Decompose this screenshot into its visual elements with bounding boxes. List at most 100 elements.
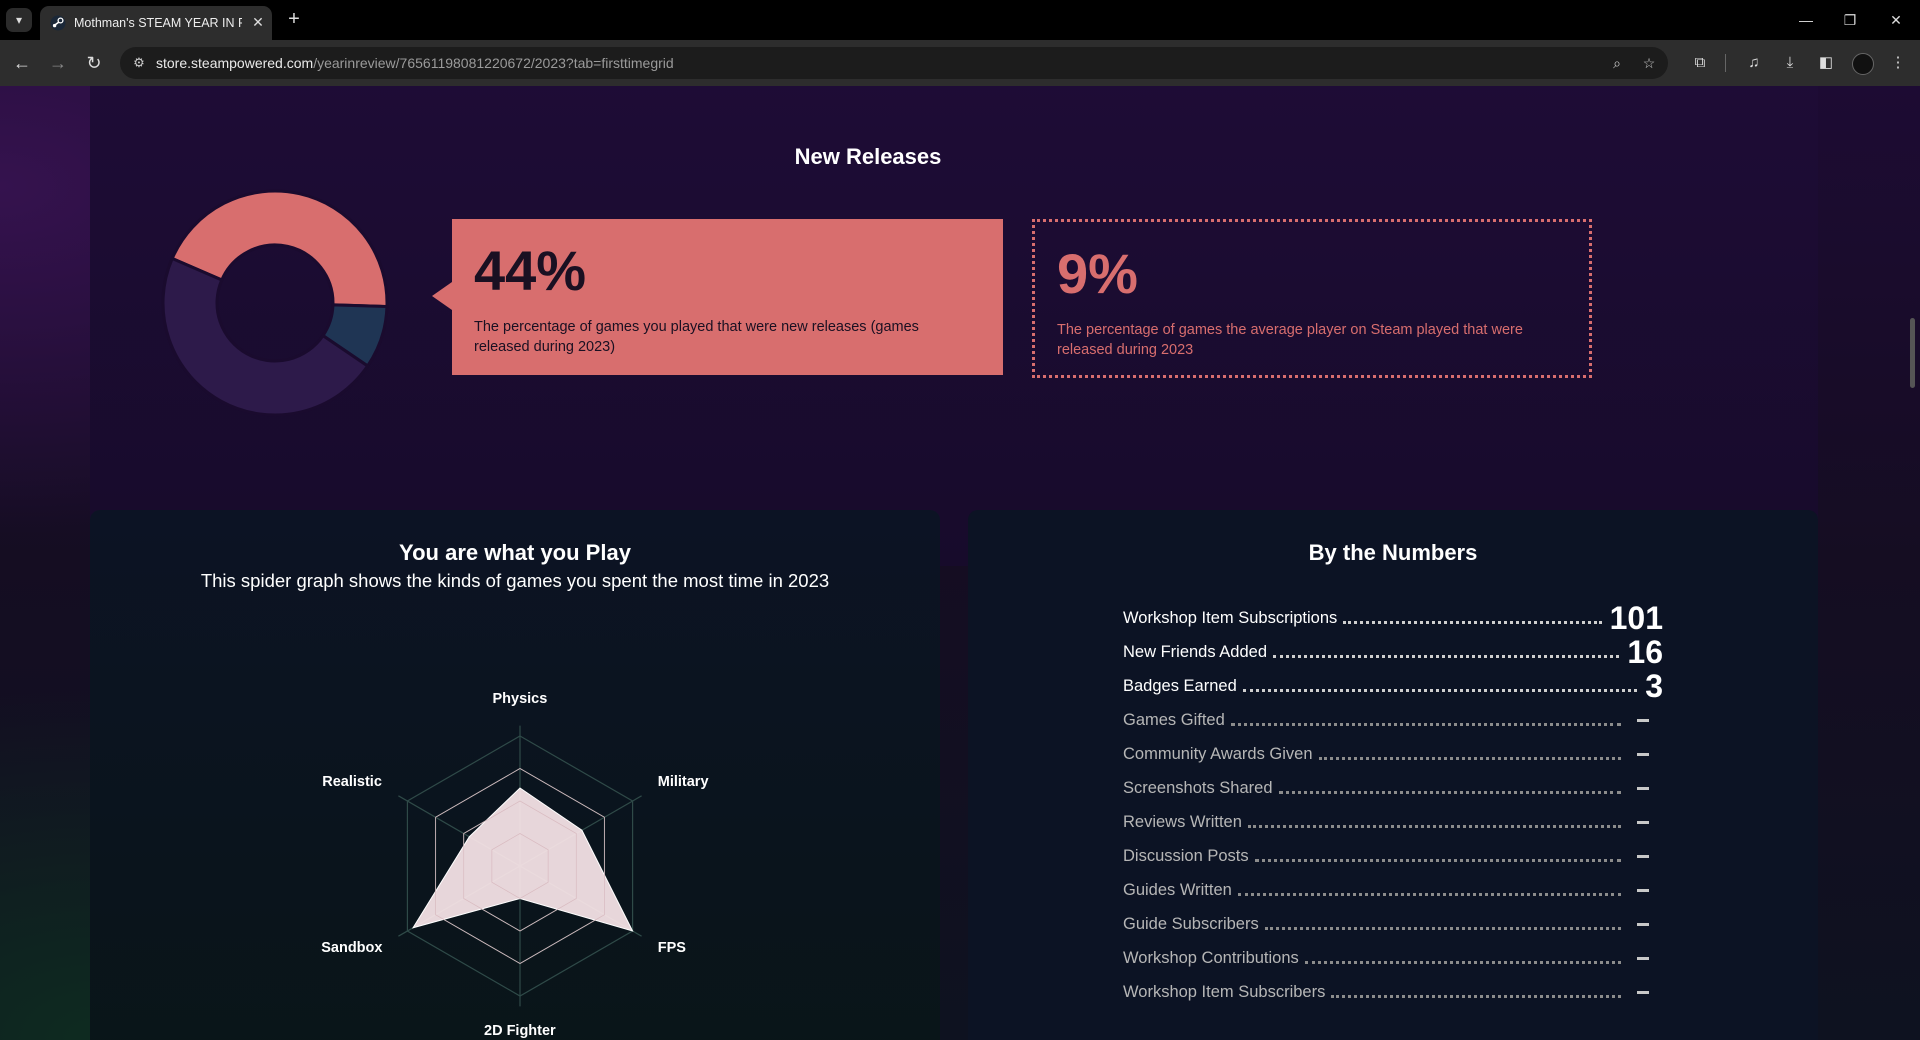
stat-empty-dash <box>1637 956 1649 960</box>
url-text[interactable]: store.steampowered.com/yearinreview/7656… <box>156 55 674 71</box>
radar-axis-label: Realistic <box>322 774 382 790</box>
stat-label: Workshop Item Subscriptions <box>1123 608 1338 627</box>
stat-row: Guide Subscribers <box>1123 907 1663 941</box>
page-viewport: New Releases 44% The percentage of games… <box>0 86 1920 1040</box>
radar-axis-label: Military <box>657 774 709 790</box>
stat-empty-dash <box>1637 854 1649 858</box>
stat-row: Discussion Posts <box>1123 839 1663 873</box>
forward-icon[interactable]: → <box>49 53 67 73</box>
stat-leader-dots <box>1278 790 1621 794</box>
stat-leader-dots <box>1230 722 1621 726</box>
stat-value: 101 <box>1609 600 1663 636</box>
new-releases-donut-chart <box>161 189 389 417</box>
by-the-numbers-panel <box>968 510 1818 1040</box>
stat-label: Community Awards Given <box>1123 744 1313 763</box>
stat-label: Workshop Item Subscribers <box>1123 982 1326 1001</box>
stat-leader-dots <box>1343 620 1602 624</box>
zoom-icon[interactable]: ⌕ <box>1613 55 1621 71</box>
radar-axis-label: Physics <box>492 691 548 707</box>
tab-strip: ▾ Mothman's STEAM YEAR IN REVIEW ✕ + — ❐… <box>0 0 1920 40</box>
profile-avatar[interactable] <box>1852 53 1874 75</box>
stat-row: Workshop Item Subscribers <box>1123 975 1663 1009</box>
active-tab[interactable]: Mothman's STEAM YEAR IN REVIEW ✕ <box>40 6 272 40</box>
download-icon[interactable]: ⤓ <box>1786 54 1794 71</box>
spider-graph <box>398 725 642 1007</box>
your-percent: 44% <box>474 239 587 302</box>
stat-leader-dots <box>1254 858 1621 862</box>
stat-label: Guides Written <box>1123 880 1232 899</box>
restore-icon[interactable]: ❐ <box>1843 12 1857 28</box>
stat-row: Reviews Written <box>1123 805 1663 839</box>
stat-label: Workshop Contributions <box>1123 948 1299 967</box>
stat-label: Guide Subscribers <box>1123 914 1259 933</box>
average-percent-description: The percentage of games the average play… <box>1057 322 1523 358</box>
stat-row: Badges Earned 3 <box>1123 669 1663 703</box>
stat-leader-dots <box>1318 756 1621 760</box>
radar-axis-label: FPS <box>657 940 686 956</box>
stat-empty-dash <box>1637 820 1649 824</box>
radar-data-area <box>411 787 634 932</box>
radar-inner-ring <box>435 768 605 964</box>
stat-leader-dots <box>1273 654 1620 658</box>
spider-title: You are what you Play <box>399 540 631 565</box>
stat-value: 3 <box>1645 668 1663 704</box>
stat-row: Games Gifted <box>1123 703 1663 737</box>
stat-empty-dash <box>1637 922 1649 926</box>
radar-inner-ring <box>491 833 549 899</box>
spider-subtitle: This spider graph shows the kinds of gam… <box>200 570 830 591</box>
stat-leader-dots <box>1264 926 1621 930</box>
stat-empty-dash <box>1637 718 1649 722</box>
radar-axis-label: 2D Fighter <box>484 1023 556 1039</box>
reload-icon[interactable]: ↻ <box>86 53 102 73</box>
bookmark-star-icon[interactable]: ☆ <box>1642 55 1656 71</box>
url-host: store.steampowered.com <box>156 55 314 71</box>
scrollbar-thumb[interactable] <box>1910 318 1915 388</box>
url-path: /yearinreview/76561198081220672/2023?tab… <box>313 55 674 71</box>
stat-label: Reviews Written <box>1123 812 1242 831</box>
new-releases-title: New Releases <box>794 144 942 169</box>
by-numbers-title: By the Numbers <box>1308 540 1478 565</box>
stat-value: 16 <box>1627 634 1663 670</box>
steam-favicon-icon <box>50 15 66 31</box>
stat-empty-dash <box>1637 786 1649 790</box>
stat-row: Workshop Item Subscriptions 101 <box>1123 601 1663 635</box>
new-tab-button[interactable]: + <box>288 8 300 30</box>
stat-empty-dash <box>1637 990 1649 994</box>
spider-graph-panel <box>90 510 940 1040</box>
stat-leader-dots <box>1242 688 1638 692</box>
stat-row: New Friends Added 16 <box>1123 635 1663 669</box>
your-percent-description: The percentage of games you played that … <box>474 319 919 355</box>
media-icon[interactable]: ♫ <box>1748 54 1760 71</box>
tab-search-icon[interactable]: ▾ <box>6 8 32 32</box>
stat-label: Discussion Posts <box>1123 846 1249 865</box>
stat-label: Badges Earned <box>1123 676 1237 695</box>
stat-label: Games Gifted <box>1123 710 1225 729</box>
stat-leader-dots <box>1247 824 1621 828</box>
stat-row: Guides Written <box>1123 873 1663 907</box>
radar-inner-ring <box>463 800 577 932</box>
tab-close-icon[interactable]: ✕ <box>252 14 264 30</box>
stat-empty-dash <box>1637 888 1649 892</box>
minimize-icon[interactable]: — <box>1799 12 1813 28</box>
card-pointer <box>432 282 452 310</box>
menu-icon[interactable]: ⋮ <box>1890 54 1906 71</box>
radar-axis-label: Sandbox <box>321 940 383 956</box>
stat-label: New Friends Added <box>1123 642 1267 661</box>
address-bar[interactable]: ⚙ store.steampowered.com/yearinreview/76… <box>120 47 1668 79</box>
sidebar-icon[interactable]: ◧ <box>1818 54 1834 71</box>
stat-empty-dash <box>1637 752 1649 756</box>
close-icon[interactable]: ✕ <box>1890 12 1902 28</box>
stat-row: Workshop Contributions <box>1123 941 1663 975</box>
your-new-releases-card: 44% The percentage of games you played t… <box>452 219 1003 375</box>
stat-leader-dots <box>1237 892 1621 896</box>
tab-title: Mothman's STEAM YEAR IN REVIEW <box>74 16 242 30</box>
donut-slice-2 <box>161 256 370 417</box>
donut-slice-0 <box>170 189 389 309</box>
site-info-icon[interactable]: ⚙ <box>133 55 145 70</box>
average-percent: 9% <box>1057 242 1138 305</box>
stat-row: Screenshots Shared <box>1123 771 1663 805</box>
stat-leader-dots <box>1304 960 1621 964</box>
extensions-icon[interactable]: ⧉ <box>1694 54 1706 71</box>
stat-row: Community Awards Given <box>1123 737 1663 771</box>
back-icon[interactable]: ← <box>13 53 31 73</box>
